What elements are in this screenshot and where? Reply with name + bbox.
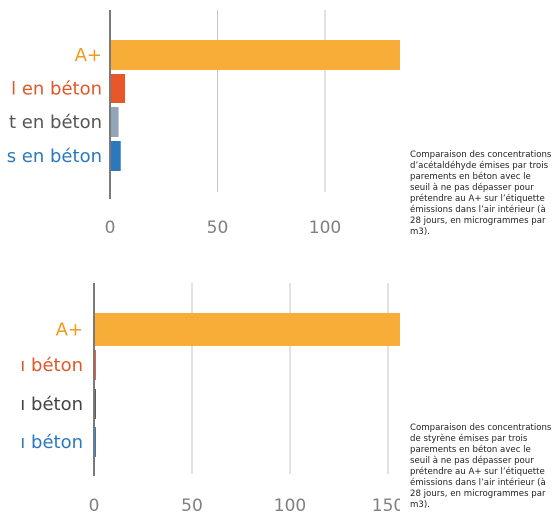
styrene-tick-label: 150 xyxy=(372,496,400,516)
acetaldehyde-tick-label: 0 xyxy=(105,218,116,238)
acetaldehyde-category-label: l en béton xyxy=(11,79,102,100)
acetaldehyde-tick-label: 50 xyxy=(207,218,229,238)
acetaldehyde-bar xyxy=(110,141,121,171)
styrene-category-label: ı béton xyxy=(20,394,83,415)
acetaldehyde-chart: A+ l en béton t en béton s en béton 0 50 100 xyxy=(0,0,400,252)
styrene-category-label: ı béton xyxy=(20,355,83,376)
styrene-chart-svg: A+ ı béton ı béton ı béton 0 50 100 150 xyxy=(20,283,400,516)
acetaldehyde-chart-caption: Comparaison des concentrations d’acétald… xyxy=(410,150,552,237)
acetaldehyde-chart-svg: A+ l en béton t en béton s en béton 0 50 100 xyxy=(7,10,400,238)
styrene-tick-label: 0 xyxy=(89,496,100,516)
styrene-tick-label: 100 xyxy=(274,496,306,516)
acetaldehyde-bar xyxy=(110,74,126,103)
styrene-bar xyxy=(94,313,400,346)
acetaldehyde-category-label: A+ xyxy=(75,45,102,66)
acetaldehyde-category-label: t en béton xyxy=(9,112,102,133)
styrene-category-label: A+ xyxy=(56,320,83,341)
styrene-tick-label: 50 xyxy=(181,496,203,516)
styrene-chart-caption: Comparaison des concentrations de styrèn… xyxy=(410,423,552,510)
acetaldehyde-tick-label: 100 xyxy=(309,218,341,238)
acetaldehyde-bar xyxy=(110,107,119,137)
styrene-chart: A+ ı béton ı béton ı béton 0 50 100 150 xyxy=(0,268,400,524)
acetaldehyde-bar xyxy=(110,40,400,70)
acetaldehyde-category-label: s en béton xyxy=(7,146,102,167)
styrene-category-label: ı béton xyxy=(20,432,83,453)
